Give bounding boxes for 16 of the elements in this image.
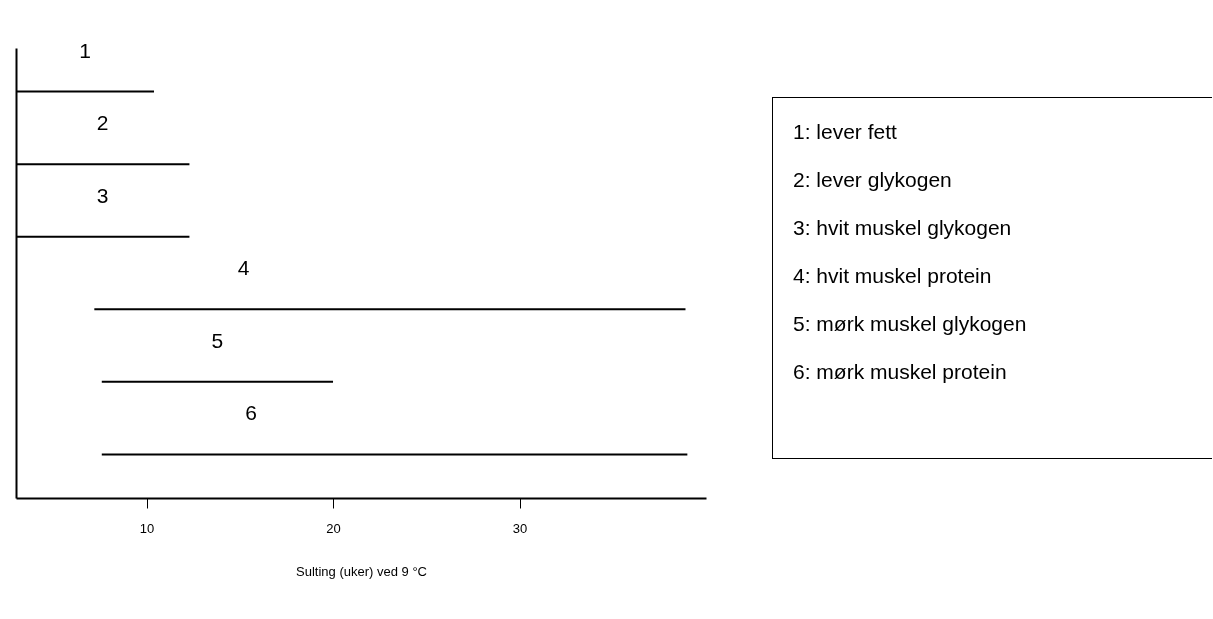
x-axis-title: Sulting (uker) ved 9 °C — [296, 563, 427, 579]
y-tick-label: 5 — [211, 328, 224, 352]
x-tick-label: 30 — [512, 520, 528, 536]
text: 6: mørk muskel protein — [793, 359, 1008, 385]
text: 5: mørk muskel glykogen — [793, 311, 1028, 337]
y-tick-label: 6 — [245, 401, 257, 425]
y-tick-label: 3 — [96, 183, 109, 207]
x-tick-label: 20 — [326, 520, 341, 536]
y-tick-label: 1 — [79, 38, 91, 62]
x-tick-label: 10 — [139, 520, 155, 536]
y-tick-label: 4 — [237, 256, 250, 280]
text: 1: lever fett — [793, 119, 898, 145]
y-tick-label: 2 — [96, 111, 109, 135]
text: 4: hvit muskel protein — [793, 263, 993, 289]
text: 2: lever glykogen — [793, 167, 953, 193]
text: 3: hvit muskel glykogen — [793, 215, 1013, 241]
